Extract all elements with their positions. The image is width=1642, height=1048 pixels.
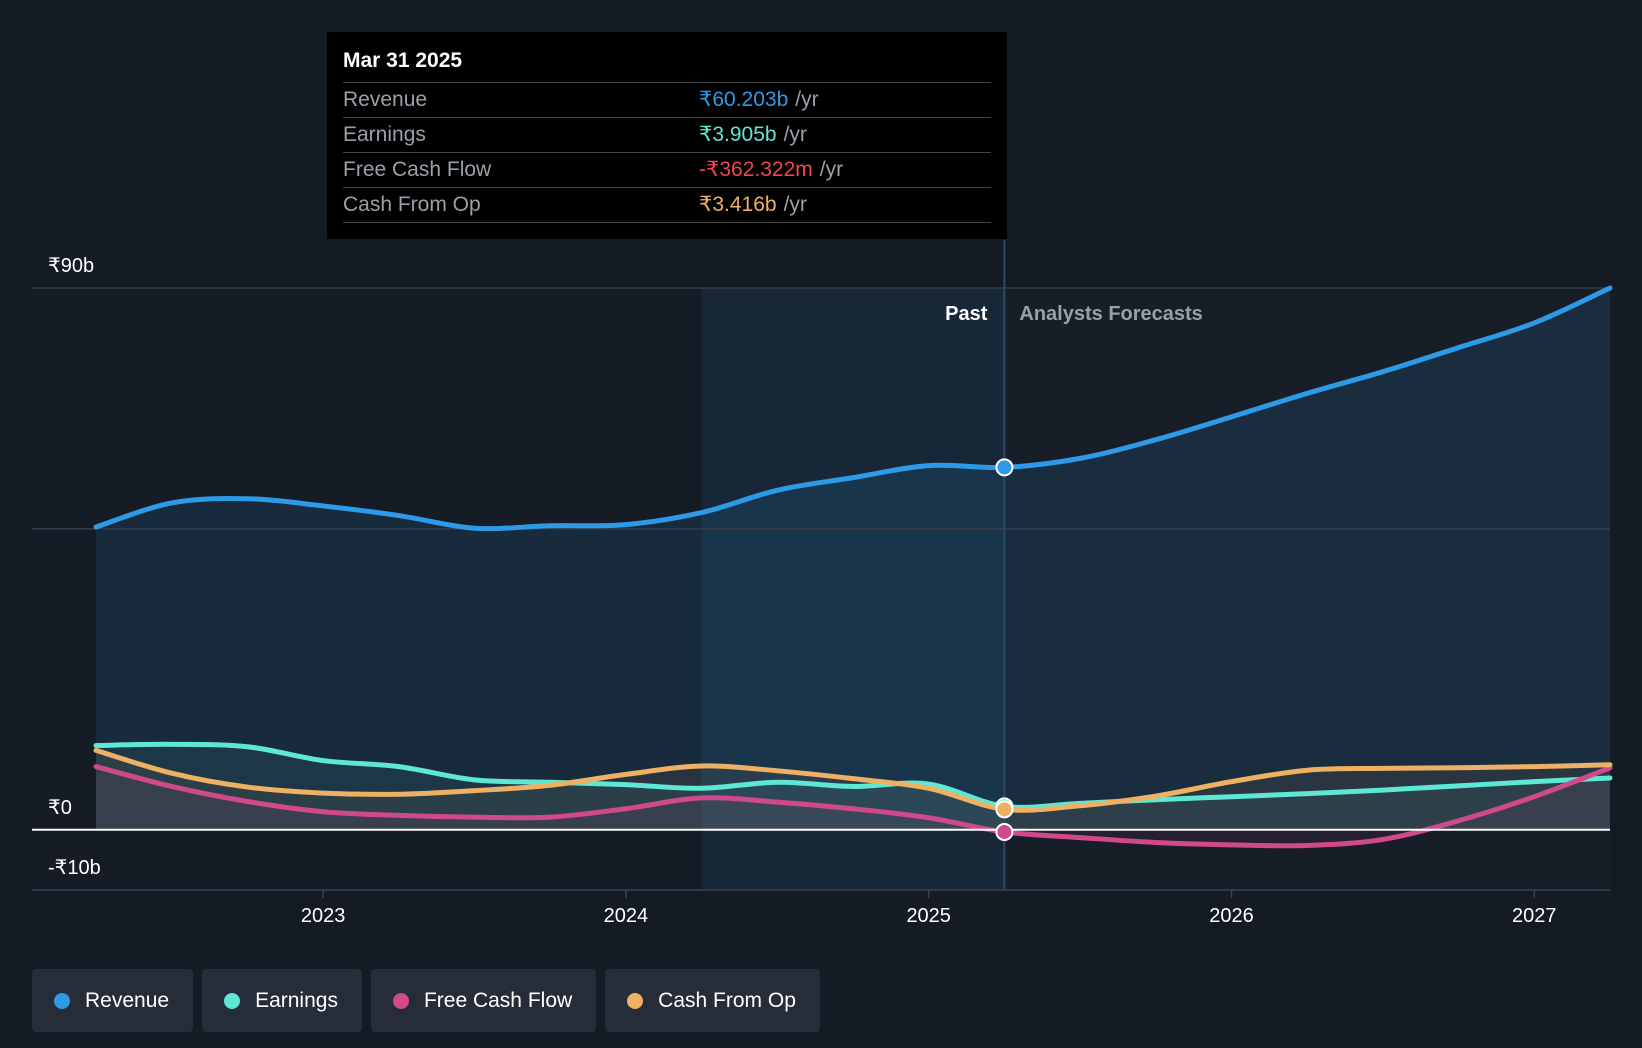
tooltip-label: Revenue [343, 88, 428, 111]
marker-cash-from-op [995, 800, 1014, 819]
area-cash-from-op [96, 750, 1610, 830]
x-tick-label: 2023 [301, 905, 346, 927]
y-axis-labels: ₹90b ₹0 -₹10b [48, 255, 101, 879]
legend-item-earnings[interactable]: Earnings [202, 969, 362, 1032]
tooltip-unit: /yr [783, 193, 807, 216]
area-revenue [96, 288, 1610, 830]
tooltip-label: Earnings [343, 123, 426, 146]
legend-label: Revenue [85, 988, 170, 1012]
marker-free-cash-flow [995, 822, 1014, 841]
x-tick-label: 2026 [1209, 905, 1254, 927]
tooltip-value: ₹3.416b [699, 193, 777, 216]
y-tick-label: ₹90b [48, 255, 94, 277]
series-areas [96, 288, 1610, 846]
y-tick-label: ₹0 [48, 797, 72, 819]
legend-label: Cash From Op [658, 988, 796, 1012]
marker-revenue [995, 458, 1014, 477]
past-label: Past [945, 303, 988, 325]
forecast-region [1006, 288, 1610, 890]
area-free-cash-flow [96, 766, 1610, 846]
gridlines [32, 287, 1610, 891]
line-free-cash-flow [93, 764, 1613, 849]
legend-label: Earnings [255, 988, 338, 1012]
hover-markers [995, 458, 1014, 841]
x-tick-label: 2027 [1512, 905, 1557, 927]
line-cash-from-op [93, 747, 1613, 813]
legend-item-free-cash-flow[interactable]: Free Cash Flow [370, 969, 597, 1032]
legend-dot-icon [627, 992, 644, 1009]
tooltip-row-free-cash-flow: Free Cash Flow -₹362.322m /yr [343, 153, 991, 188]
line-revenue [93, 285, 1613, 532]
tooltip-unit: /yr [819, 158, 844, 181]
y-tick-label: -₹10b [48, 857, 101, 879]
tooltip-value: ₹60.203b [699, 88, 789, 111]
tooltip-value: ₹3.905b [699, 123, 777, 146]
tooltip-unit: /yr [783, 123, 807, 146]
tooltip: Mar 31 2025 Revenue ₹60.203b /yr Earning… [327, 32, 1007, 239]
line-earnings [93, 741, 1613, 810]
series-lines [32, 285, 1613, 849]
legend-dot-icon [54, 992, 70, 1009]
tooltip-value: -₹362.322m [699, 158, 813, 181]
tooltip-row-revenue: Revenue ₹60.203b /yr [343, 83, 991, 118]
tooltip-row-cash-from-op: Cash From Op ₹3.416b /yr [343, 188, 991, 223]
legend-label: Free Cash Flow [423, 988, 573, 1012]
legend: Revenue Earnings Free Cash Flow Cash Fro… [32, 969, 820, 1032]
forecast-label: Analysts Forecasts [1019, 303, 1202, 325]
legend-dot-icon [392, 992, 409, 1009]
legend-item-revenue[interactable]: Revenue [32, 969, 194, 1032]
tooltip-date: Mar 31 2025 [343, 46, 991, 83]
x-tick-label: 2024 [604, 905, 649, 927]
legend-item-cash-from-op[interactable]: Cash From Op [605, 969, 820, 1032]
tooltip-label: Cash From Op [343, 193, 481, 216]
tooltip-row-earnings: Earnings ₹3.905b /yr [343, 118, 991, 153]
tooltip-unit: /yr [795, 88, 819, 111]
tooltip-label: Free Cash Flow [343, 158, 492, 181]
x-axis-labels: 2023 2024 2025 2026 2027 [301, 890, 1557, 927]
legend-dot-icon [224, 992, 241, 1009]
x-tick-label: 2025 [906, 905, 951, 927]
